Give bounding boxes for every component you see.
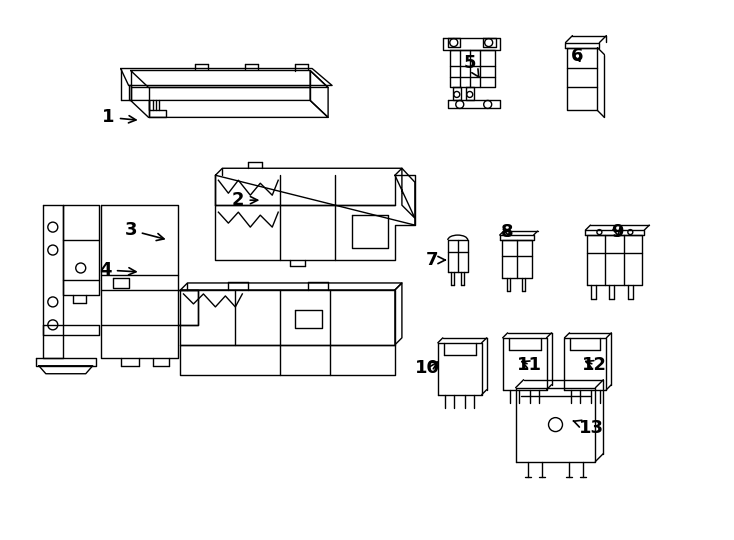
Text: 8: 8 — [501, 223, 514, 241]
Text: 13: 13 — [573, 418, 604, 437]
Text: 7: 7 — [426, 251, 445, 269]
Text: 4: 4 — [99, 261, 136, 279]
Text: 6: 6 — [571, 46, 584, 65]
Text: 11: 11 — [517, 356, 542, 374]
Text: 10: 10 — [415, 359, 440, 377]
Text: 2: 2 — [232, 191, 258, 209]
Text: 3: 3 — [124, 221, 164, 240]
Text: 12: 12 — [582, 356, 607, 374]
Text: 1: 1 — [103, 109, 136, 126]
Text: 5: 5 — [463, 53, 479, 77]
Text: 9: 9 — [611, 223, 624, 241]
